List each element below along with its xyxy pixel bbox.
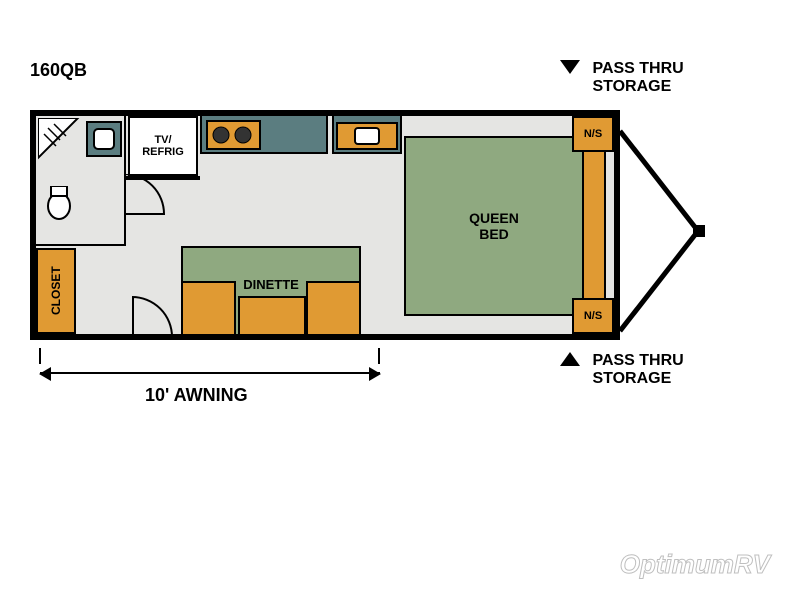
arrow-up-icon [560,352,580,366]
trailer-body: CLOSET TV/ REFRIG QUEEN BED DINETTE N/S … [30,110,620,340]
bath-door-icon [124,174,168,218]
awning-tick-left [39,348,41,364]
bath-sink [86,121,122,157]
stove [206,120,261,150]
awning-tick-right [378,348,380,364]
dinette: DINETTE [181,246,361,334]
stove-icon [209,123,259,147]
tv-label: TV/ REFRIG [142,134,184,158]
watermark: OptimumRV [620,549,770,580]
hitch-icon [620,115,710,347]
awning-line [40,372,380,374]
tv-refrig: TV/ REFRIG [128,116,198,176]
bed-label: QUEEN BED [469,210,519,242]
arrow-down-icon [560,60,580,74]
nightstand-bottom: N/S [572,298,614,334]
shower-icon [38,118,86,166]
wall-segment [126,176,200,180]
pass-thru-bottom-label: PASS THRU STORAGE [592,352,683,387]
pass-thru-bottom-group: PASS THRU STORAGE [560,352,684,387]
dinette-label: DINETTE [183,277,359,292]
pass-thru-top-label: PASS THRU STORAGE [592,60,683,95]
awning-label: 10' AWNING [145,385,248,406]
entry-door-icon [132,289,182,339]
model-label: 160QB [30,60,87,81]
kitchen-sink [336,122,398,150]
toilet-icon [46,186,72,220]
closet: CLOSET [36,248,76,334]
kitchen-sink-icon [353,126,381,146]
nightstand-top: N/S [572,116,614,152]
bed-headboard [582,136,606,316]
dinette-table [238,296,306,336]
sink-icon [91,126,117,152]
queen-bed: QUEEN BED [404,136,584,316]
pass-thru-top-group: PASS THRU STORAGE [560,60,684,95]
